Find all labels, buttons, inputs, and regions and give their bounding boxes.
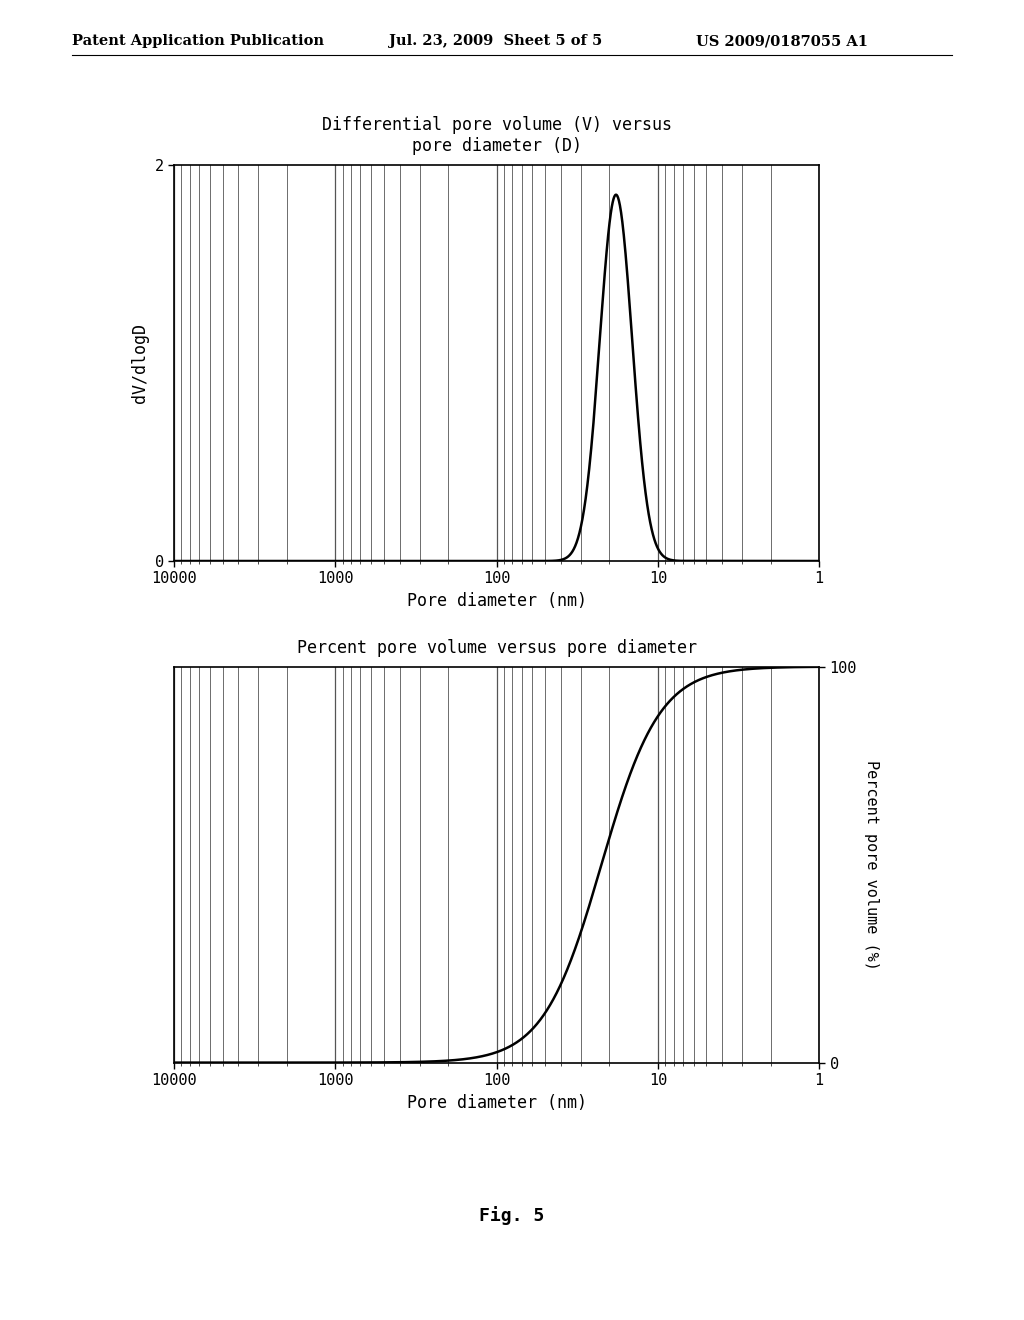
Text: Jul. 23, 2009  Sheet 5 of 5: Jul. 23, 2009 Sheet 5 of 5 (389, 34, 602, 49)
X-axis label: Pore diameter (nm): Pore diameter (nm) (407, 591, 587, 610)
Text: Fig. 5: Fig. 5 (479, 1206, 545, 1225)
Title: Differential pore volume (V) versus
pore diameter (D): Differential pore volume (V) versus pore… (322, 116, 672, 156)
Title: Percent pore volume versus pore diameter: Percent pore volume versus pore diameter (297, 639, 696, 657)
X-axis label: Pore diameter (nm): Pore diameter (nm) (407, 1093, 587, 1111)
Text: US 2009/0187055 A1: US 2009/0187055 A1 (696, 34, 868, 49)
Y-axis label: Percent pore volume (%): Percent pore volume (%) (864, 760, 880, 969)
Text: Patent Application Publication: Patent Application Publication (72, 34, 324, 49)
Y-axis label: dV/dlogD: dV/dlogD (131, 323, 148, 403)
